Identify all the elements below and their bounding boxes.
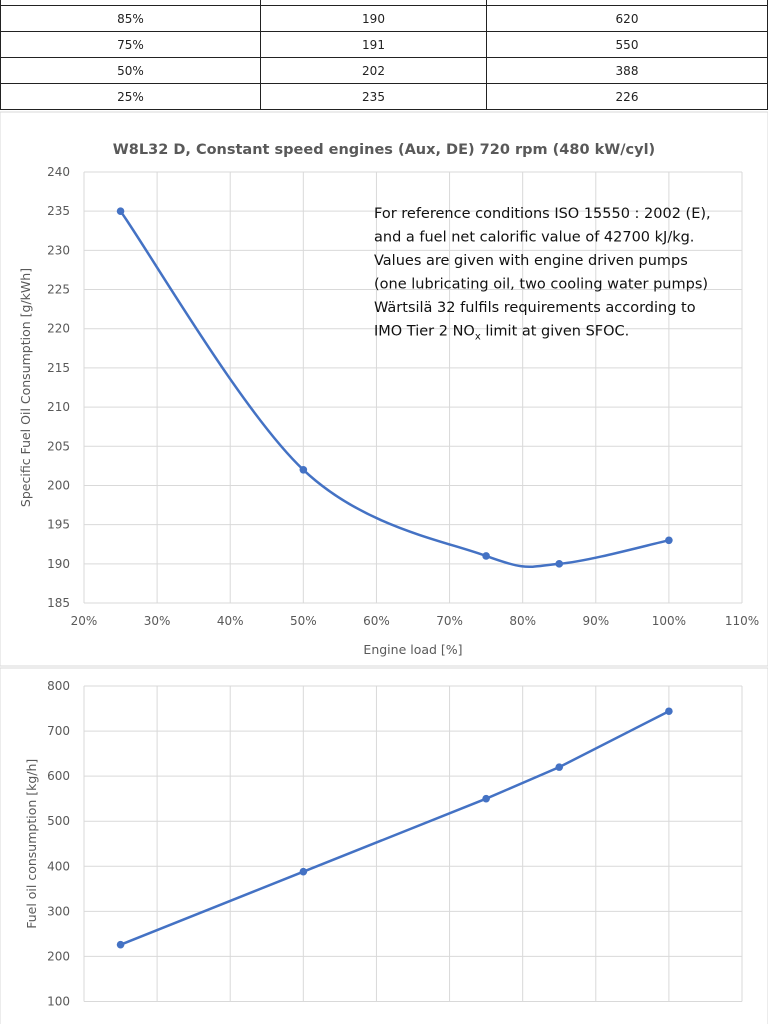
y-tick-label: 185 [47, 596, 70, 610]
x-tick-label: 80% [509, 614, 536, 628]
data-table: 85% 190 620 75% 191 550 50% 202 388 25% 235 226 [0, 0, 768, 110]
y-tick-label: 300 [47, 904, 70, 918]
data-point [116, 940, 125, 949]
x-axis-label: Engine load [%] [363, 642, 462, 657]
data-point [555, 560, 564, 568]
chart-frame [0, 667, 768, 1024]
y-tick-label: 195 [47, 518, 70, 532]
data-point [665, 536, 673, 545]
table-row: 25% 235 226 [0, 83, 768, 110]
table-row: 85% 190 620 [0, 5, 768, 32]
y-tick-label: 500 [47, 814, 70, 828]
y-tick-label: 190 [47, 557, 70, 571]
data-point [299, 867, 308, 876]
y-tick-label: 225 [47, 283, 70, 297]
y-tick-label: 205 [47, 439, 70, 453]
annotation-line: For reference conditions ISO 15550 : 200… [374, 206, 711, 222]
annotation-line: Values are given with engine driven pump… [374, 253, 688, 269]
y-tick-label: 800 [47, 679, 70, 693]
y-axis-label: Specific Fuel Oil Consumption [g/kWh] [18, 268, 33, 507]
data-point [299, 465, 308, 474]
annotation-text: IMO Tier 2 NO [374, 324, 475, 340]
fuel-cell: 620 [486, 5, 768, 32]
annotation: For reference conditions ISO 15550 : 200… [374, 206, 711, 343]
sfoc-cell: 235 [260, 83, 487, 110]
x-tick-label: 90% [582, 614, 609, 628]
y-tick-label: 215 [47, 361, 70, 375]
fuel-cell: 226 [486, 83, 768, 110]
x-tick-label: 110% [725, 614, 759, 628]
y-tick-label: 240 [47, 165, 70, 179]
x-tick-label: 40% [217, 614, 244, 628]
series-line [119, 210, 670, 569]
y-tick-label: 100 [47, 995, 70, 1009]
x-tick-label: 60% [363, 614, 390, 628]
x-tick-label: 30% [144, 614, 171, 628]
y-tick-label: 200 [47, 949, 70, 963]
data-point [116, 207, 125, 215]
data-point [482, 552, 490, 560]
x-tick-label: 100% [652, 614, 686, 628]
y-tick-label: 400 [47, 859, 70, 873]
load-cell: 25% [0, 83, 261, 110]
x-tick-label: 20% [71, 614, 98, 628]
y-tick-label: 700 [47, 724, 70, 738]
load-cell: 85% [0, 5, 261, 32]
data-point [665, 707, 673, 716]
x-tick-label: 50% [290, 614, 317, 628]
y-axis-label: Fuel oil consumption [kg/h] [24, 759, 39, 929]
fuel-cell: 388 [486, 57, 768, 84]
y-tick-label: 230 [47, 243, 70, 257]
y-tick-label: 600 [47, 769, 70, 783]
y-tick-label: 210 [47, 400, 70, 414]
annotation-line: Wärtsilä 32 fulfils requirements accordi… [374, 300, 696, 316]
y-tick-label: 220 [47, 322, 70, 336]
x-tick-label: 70% [436, 614, 463, 628]
data-point [482, 794, 490, 803]
chart-title: W8L32 D, Constant speed engines (Aux, DE… [113, 142, 655, 158]
sfoc-cell: 190 [260, 5, 487, 32]
annotation-text: limit at given SFOC. [481, 324, 630, 340]
annotation-line: (one lubricating oil, two cooling water … [374, 277, 708, 293]
data-point [555, 763, 564, 771]
subscript-text: x [475, 332, 481, 343]
annotation-line: and a fuel net calorific value of 42700 … [374, 230, 694, 246]
chart-frame [0, 111, 768, 667]
y-tick-label: 235 [47, 204, 70, 218]
y-tick-label: 200 [47, 478, 70, 492]
annotation-line: IMO Tier 2 NOx limit at given SFOC. [374, 324, 629, 343]
